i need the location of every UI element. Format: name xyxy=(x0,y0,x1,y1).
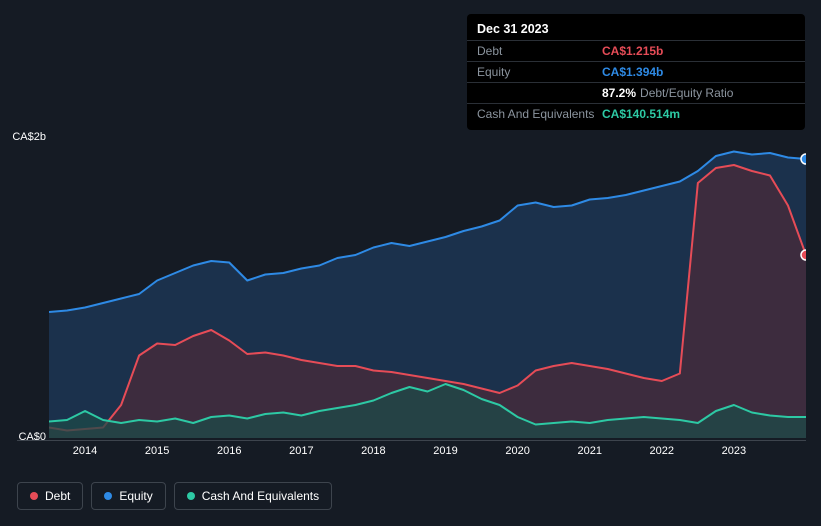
x-tick-label: 2021 xyxy=(577,445,601,457)
x-tick-label: 2023 xyxy=(722,445,746,457)
legend: Debt Equity Cash And Equivalents xyxy=(17,482,332,510)
tooltip-row: 87.2% Debt/Equity Ratio xyxy=(467,82,805,103)
x-tick-label: 2019 xyxy=(433,445,457,457)
tooltip-row: EquityCA$1.394b xyxy=(467,61,805,82)
tooltip-row: Cash And EquivalentsCA$140.514m xyxy=(467,103,805,124)
legend-label: Cash And Equivalents xyxy=(202,489,319,503)
legend-label: Debt xyxy=(45,489,70,503)
series-end-marker xyxy=(801,250,806,260)
tooltip-rows: DebtCA$1.215bEquityCA$1.394b87.2%Debt/Eq… xyxy=(467,40,805,124)
x-tick-label: 2020 xyxy=(505,445,529,457)
tooltip-row-label: Cash And Equivalents xyxy=(477,107,602,121)
tooltip-row-value: 87.2% xyxy=(602,86,636,100)
legend-item[interactable]: Equity xyxy=(91,482,165,510)
tooltip-row-value: CA$1.394b xyxy=(602,65,663,79)
y-tick-label: CA$2b xyxy=(12,131,46,143)
x-tick-label: 2015 xyxy=(145,445,169,457)
data-tooltip: Dec 31 2023 DebtCA$1.215bEquityCA$1.394b… xyxy=(467,14,805,130)
y-tick-label: CA$0 xyxy=(18,431,46,443)
x-axis-line xyxy=(17,440,806,441)
tooltip-row-extra: Debt/Equity Ratio xyxy=(640,86,733,100)
x-tick-label: 2014 xyxy=(73,445,97,457)
series-end-marker xyxy=(801,154,806,164)
tooltip-row-value: CA$140.514m xyxy=(602,107,680,121)
tooltip-row-label: Equity xyxy=(477,65,602,79)
chart-plot[interactable] xyxy=(49,138,806,438)
legend-label: Equity xyxy=(119,489,152,503)
tooltip-row-value: CA$1.215b xyxy=(602,44,663,58)
x-axis-labels: 2014 2015 2016 2017 2018 2019 2020 2021 2022 2023 xyxy=(49,445,806,461)
tooltip-date: Dec 31 2023 xyxy=(467,20,805,40)
tooltip-row-label: Debt xyxy=(477,44,602,58)
tooltip-row: DebtCA$1.215b xyxy=(467,40,805,61)
x-tick-label: 2016 xyxy=(217,445,241,457)
legend-dot-icon xyxy=(187,492,195,500)
x-tick-label: 2022 xyxy=(650,445,674,457)
x-tick-label: 2018 xyxy=(361,445,385,457)
legend-dot-icon xyxy=(30,492,38,500)
legend-item[interactable]: Debt xyxy=(17,482,83,510)
legend-dot-icon xyxy=(104,492,112,500)
legend-item[interactable]: Cash And Equivalents xyxy=(174,482,332,510)
x-tick-label: 2017 xyxy=(289,445,313,457)
